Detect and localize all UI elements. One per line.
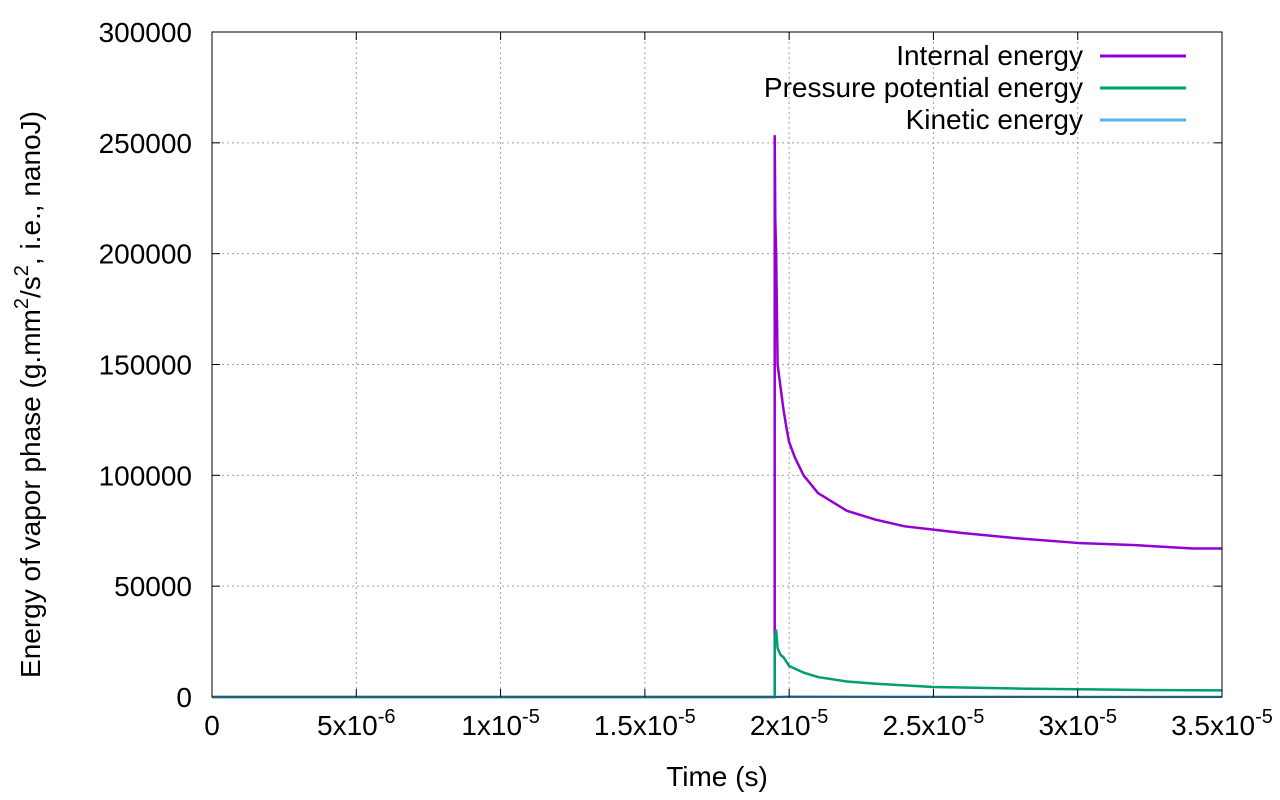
- y-tick-label: 50000: [114, 571, 192, 602]
- grid-lines: [212, 32, 1222, 697]
- legend-label: Internal energy: [896, 40, 1083, 71]
- x-tick-label: 1x10-5: [461, 706, 540, 741]
- y-tick-label: 0: [176, 682, 192, 713]
- legend-label: Pressure potential energy: [764, 72, 1083, 103]
- y-tick-label: 200000: [99, 239, 192, 270]
- x-tick-label: 1.5x10-5: [594, 706, 696, 741]
- y-tick-label: 100000: [99, 460, 192, 491]
- x-tick-label: 2.5x10-5: [882, 706, 984, 741]
- x-tick-label: 5x10-6: [317, 706, 396, 741]
- y-tick-label: 150000: [99, 350, 192, 381]
- y-axis-label: Energy of vapor phase (g.mm2/s2, i.e., n…: [11, 111, 46, 678]
- x-tick-label: 3.5x10-5: [1171, 706, 1273, 741]
- x-axis-label: Time (s): [666, 761, 768, 792]
- axis-ticks: [211, 31, 1223, 698]
- y-tick-labels: 0 50000 100000 150000 200000 250000 300000: [99, 17, 192, 713]
- series-line-1: [212, 134, 1222, 699]
- series-lines: [212, 134, 1223, 699]
- x-tick-label: 0: [204, 710, 220, 741]
- y-tick-label: 300000: [99, 17, 192, 48]
- x-tick-labels: 0 5x10-6 1x10-5 1.5x10-5 2x10-5 2.5x10-5 3x10-…: [204, 706, 1273, 741]
- x-tick-label: 3x10-5: [1038, 706, 1117, 741]
- y-tick-label: 250000: [99, 128, 192, 159]
- legend-label: Kinetic energy: [906, 104, 1083, 135]
- series-line-2: [212, 629, 1223, 699]
- x-tick-label: 2x10-5: [750, 706, 829, 741]
